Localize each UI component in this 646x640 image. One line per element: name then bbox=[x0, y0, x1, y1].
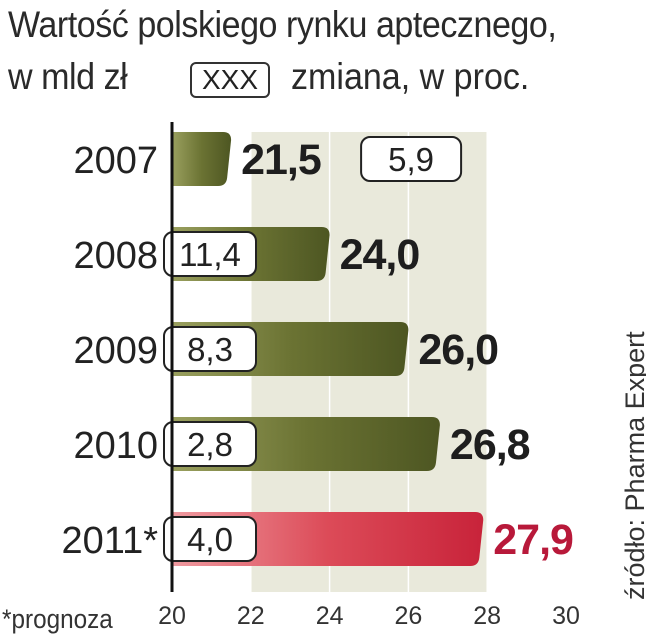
x-tick-label-24: 24 bbox=[316, 602, 344, 630]
change-label-2010: 2,8 bbox=[187, 426, 233, 463]
change-label-2009: 8,3 bbox=[187, 331, 233, 368]
value-label-2010: 26,8 bbox=[450, 421, 530, 469]
change-box-2009 bbox=[163, 326, 257, 372]
change-label-2011*: 4,0 bbox=[187, 521, 233, 558]
category-label-2011*: 2011* bbox=[61, 520, 158, 562]
chart-title: Wartość polskiego rynku aptecznego, bbox=[8, 4, 557, 45]
category-label-2009: 2009 bbox=[73, 330, 158, 372]
x-tick-label-22: 22 bbox=[237, 602, 265, 630]
value-label-2007: 21,5 bbox=[241, 136, 321, 184]
change-box-2007 bbox=[360, 136, 463, 182]
change-box-2010 bbox=[163, 421, 257, 467]
category-label-2008: 2008 bbox=[73, 235, 158, 277]
change-box-2011* bbox=[163, 516, 257, 562]
chart-unit: w mld zł bbox=[8, 56, 128, 97]
x-tick-label-28: 28 bbox=[473, 602, 501, 630]
value-label-2009: 26,0 bbox=[418, 326, 498, 374]
value-label-2008: 24,0 bbox=[340, 231, 420, 279]
legend-change-label: zmiana, w proc. bbox=[291, 56, 530, 97]
x-tick-label-20: 20 bbox=[158, 602, 186, 630]
category-label-2007: 2007 bbox=[73, 140, 158, 182]
x-tick-label-30: 30 bbox=[552, 602, 580, 630]
category-label-2010: 2010 bbox=[73, 425, 158, 467]
bar-2007 bbox=[172, 132, 232, 186]
x-tick-label-26: 26 bbox=[394, 602, 422, 630]
source-note: źródło: Pharma Expert bbox=[620, 331, 646, 600]
forecast-footnote: *prognoza bbox=[2, 604, 113, 634]
value-label-2011*: 27,9 bbox=[493, 516, 573, 564]
legend-change-box: XXX bbox=[190, 62, 270, 98]
change-label-2007: 5,9 bbox=[388, 141, 434, 178]
change-label-2008: 11,4 bbox=[179, 236, 241, 273]
change-box-2008 bbox=[163, 231, 257, 277]
